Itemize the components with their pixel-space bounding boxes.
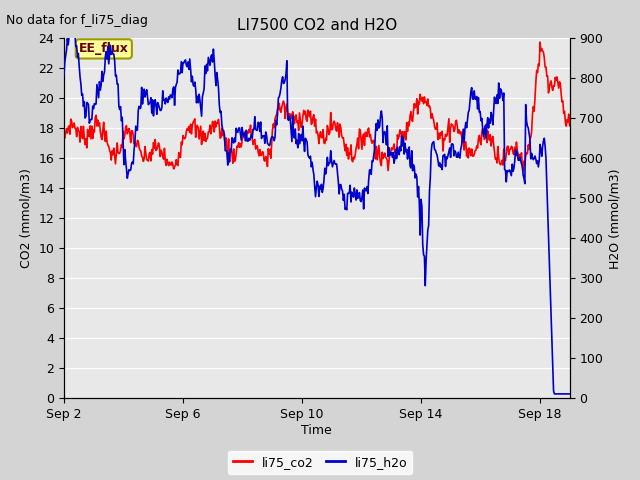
X-axis label: Time: Time [301,424,332,437]
Text: No data for f_li75_diag: No data for f_li75_diag [6,14,148,27]
Y-axis label: CO2 (mmol/m3): CO2 (mmol/m3) [20,168,33,268]
Y-axis label: H2O (mmol/m3): H2O (mmol/m3) [609,168,622,269]
Legend: li75_co2, li75_h2o: li75_co2, li75_h2o [228,451,412,474]
Text: EE_flux: EE_flux [79,42,129,55]
Title: LI7500 CO2 and H2O: LI7500 CO2 and H2O [237,18,397,33]
